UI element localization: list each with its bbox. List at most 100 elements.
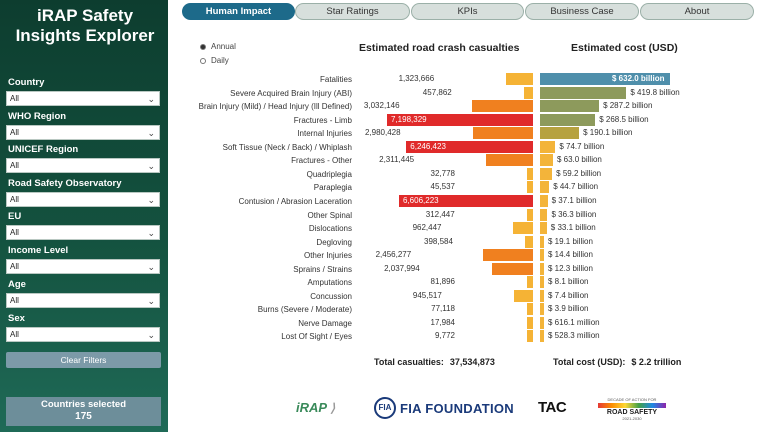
table-row: Degloving 398,584 $ 19.1 billion (0, 235, 700, 249)
casualty-value: 6,246,423 (410, 141, 446, 151)
injury-label: Brain Injury (Mild) / Head Injury (Ill D… (198, 102, 352, 112)
tab-star-ratings[interactable]: Star Ratings (295, 3, 410, 20)
cost-value: $ 33.1 billion (550, 223, 596, 233)
table-row: Paraplegia 45,537 $ 44.7 billion (0, 181, 700, 194)
total-casualties: Total casualties: 37,534,873 (374, 357, 495, 367)
filter-label: WHO Region (8, 111, 67, 122)
cost-value: $ 528.3 million (548, 331, 600, 341)
total-cost: Total cost (USD): $ 2.2 trillion (553, 357, 681, 367)
casualty-value: 32,778 (430, 168, 455, 178)
injury-label: Internal Injuries (297, 129, 352, 139)
total-cost-value: $ 2.2 trillion (631, 357, 682, 367)
casualty-bar (527, 181, 533, 194)
injury-label: Contusion / Abrasion Laceration (238, 196, 352, 206)
table-row: Other Spinal 312,447 $ 36.3 billion (0, 208, 700, 222)
cost-value: $ 287.2 billion (603, 101, 653, 111)
cost-value: $ 419.8 billion (630, 87, 680, 97)
injury-label: Fractures - Other (291, 156, 352, 166)
cost-bar (540, 235, 544, 248)
casualty-bar (523, 86, 533, 99)
casualty-value: 1,323,666 (398, 74, 435, 83)
casualty-bar (506, 73, 533, 85)
table-row: Soft Tissue (Neck / Back) / Whiplash 6,24… (0, 140, 700, 154)
fia-logo-text: FIA FOUNDATION (400, 400, 514, 416)
table-row: Brain Injury (Mild) / Head Injury (Ill D… (0, 100, 700, 113)
filter-dropdown[interactable]: All ⌄ (6, 327, 160, 342)
casualty-value: 962,447 (412, 223, 442, 233)
cost-bar (540, 113, 596, 126)
tab-business-case[interactable]: Business Case (525, 3, 639, 20)
filter-value: All (10, 296, 19, 305)
total-casualties-label: Total casualties: (374, 357, 444, 367)
radio-daily[interactable]: Daily (200, 56, 229, 65)
decade-main-text: ROAD SAFETY (606, 409, 658, 416)
cost-value: $ 59.2 billion (556, 168, 602, 178)
casualty-value: 77,118 (431, 304, 455, 314)
total-casualties-value: 37,534,873 (449, 357, 495, 367)
injury-label: Nerve Damage (298, 318, 352, 328)
table-row: Internal Injuries 2,980,428 $ 190.1 billio… (0, 127, 700, 140)
injury-label: Other Injuries (303, 251, 352, 261)
injury-label: Sprains / Strains (293, 264, 352, 274)
tab-about[interactable]: About (640, 3, 754, 20)
filter-label: UNICEF Region (8, 144, 79, 155)
filter-dropdown[interactable]: All ⌄ (6, 225, 160, 240)
decade-road-safety-logo: DECADE OF ACTION FOR ROAD SAFETY 2021-20… (594, 397, 670, 421)
filter-dropdown[interactable]: All ⌄ (6, 192, 160, 207)
rainbow-stripe-icon (598, 403, 666, 408)
casualty-bar (486, 154, 533, 167)
cost-bar (540, 208, 548, 221)
casualty-bar (513, 222, 533, 235)
table-row: Lost Of Sight / Eyes 9,772 $ 528.3 million (0, 330, 700, 343)
clear-filters-button[interactable]: Clear Filters (6, 352, 161, 368)
fia-emblem-icon: FIA (374, 397, 396, 419)
filter-value: All (10, 262, 19, 271)
injury-label: Lost Of Sight / Eyes (281, 332, 352, 342)
casualty-bar (491, 262, 533, 275)
casualty-value: 45,537 (430, 182, 455, 192)
tab-human-impact[interactable]: Human Impact (182, 3, 295, 20)
filter-value: All (10, 195, 19, 204)
casualty-bar (471, 100, 533, 113)
table-row: Sprains / Strains 2,037,994 $ 12.3 billion (0, 262, 700, 276)
filter-dropdown[interactable]: All ⌄ (6, 259, 160, 274)
table-row: Other Injuries 2,456,277 $ 14.4 billion (0, 249, 700, 262)
cost-bar (540, 289, 544, 302)
injury-label: Soft Tissue (Neck / Back) / Whiplash (222, 142, 352, 152)
radio-daily-label: Daily (211, 56, 229, 65)
filter-dropdown[interactable]: All ⌄ (6, 158, 160, 173)
filter-dropdown[interactable]: All ⌄ (6, 293, 160, 308)
casualty-value: 2,980,428 (364, 128, 401, 138)
table-row: Nerve Damage 17,984 $ 616.1 million (0, 316, 700, 330)
injury-label: Amputations (307, 278, 352, 288)
filter-dropdown[interactable]: All ⌄ (6, 125, 160, 140)
casualty-bar (526, 208, 533, 221)
partner-logos: iRAP ⟩ FIA FIA FOUNDATION TAC DECADE OF … (296, 396, 676, 422)
filter-label: Income Level (8, 245, 69, 256)
cost-value: $ 36.3 billion (551, 209, 597, 219)
casualty-bar (483, 249, 533, 262)
tab-kpis[interactable]: KPIs (411, 3, 524, 20)
cost-header: Estimated cost (USD) (571, 42, 678, 54)
injury-label: Severe Acquired Brain Injury (ABI) (230, 88, 352, 98)
casualty-value: 81,896 (430, 277, 455, 287)
injury-label: Fractures - Limb (293, 115, 352, 125)
tac-logo: TAC (538, 399, 567, 416)
injury-label: Other Spinal (307, 210, 352, 220)
irap-logo: iRAP ⟩ (296, 400, 336, 415)
chevron-down-icon: ⌄ (147, 262, 155, 272)
casualty-bar (527, 167, 533, 180)
filter-label: Road Safety Observatory (8, 178, 122, 189)
cost-value: $ 190.1 billion (583, 128, 633, 138)
countries-selected-card: Countries selected 175 (6, 397, 161, 426)
cost-bar (540, 303, 544, 316)
casualty-value: 6,606,223 (403, 195, 439, 205)
table-row: Fractures - Limb 7,198,329 $ 268.5 billion (0, 113, 700, 127)
injury-label: Fatalities (319, 75, 352, 84)
radio-annual[interactable]: Annual (200, 42, 236, 51)
casualty-bar (527, 276, 533, 289)
cost-bar (540, 100, 600, 113)
filter-dropdown[interactable]: All ⌄ (6, 91, 160, 106)
table-row: Fractures - Other 2,311,445 $ 63.0 billion (0, 154, 700, 167)
app-title: iRAP Safety Insights Explorer (15, 6, 155, 45)
